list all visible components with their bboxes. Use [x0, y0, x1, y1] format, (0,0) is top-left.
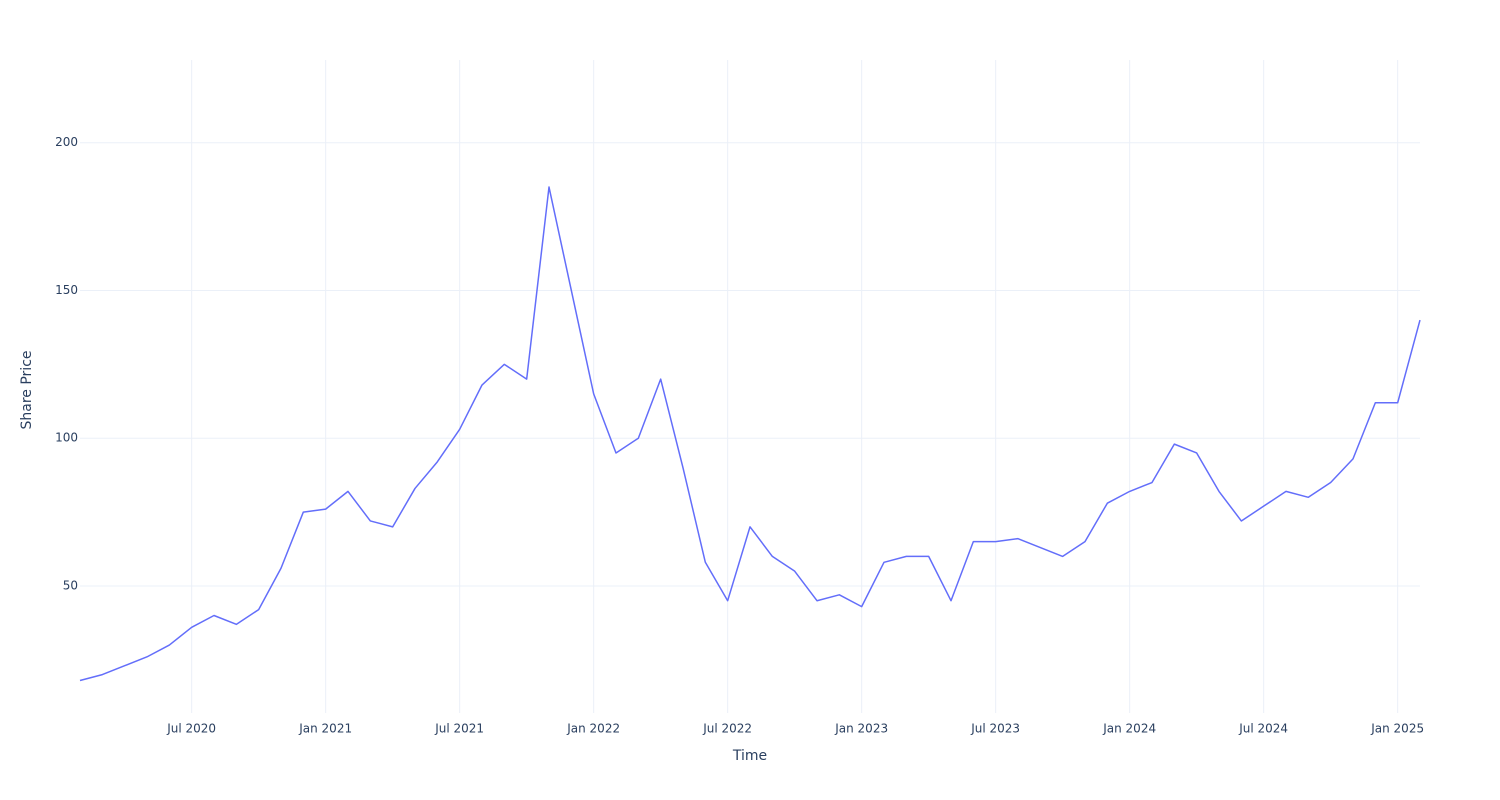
x-tick-label: Jul 2021 [434, 722, 484, 736]
x-tick-label: Jan 2021 [298, 722, 352, 736]
x-axis-title: Time [732, 748, 767, 764]
x-tick-label: Jul 2020 [166, 722, 216, 736]
x-tick-label: Jul 2022 [702, 722, 752, 736]
x-tick-label: Jul 2023 [970, 722, 1020, 736]
y-tick-label: 200 [55, 135, 78, 149]
y-tick-label: 100 [55, 431, 78, 445]
x-tick-label: Jan 2025 [1370, 722, 1424, 736]
x-tick-label: Jan 2024 [1102, 722, 1156, 736]
price-line [79, 186, 1421, 682]
x-tick-label: Jan 2022 [566, 722, 620, 736]
x-tick-label: Jul 2024 [1238, 722, 1288, 736]
y-tick-label: 150 [55, 283, 78, 297]
x-tick-label: Jan 2023 [834, 722, 888, 736]
y-tick-label: 50 [63, 578, 78, 592]
y-axis-title: Share Price [19, 350, 35, 429]
